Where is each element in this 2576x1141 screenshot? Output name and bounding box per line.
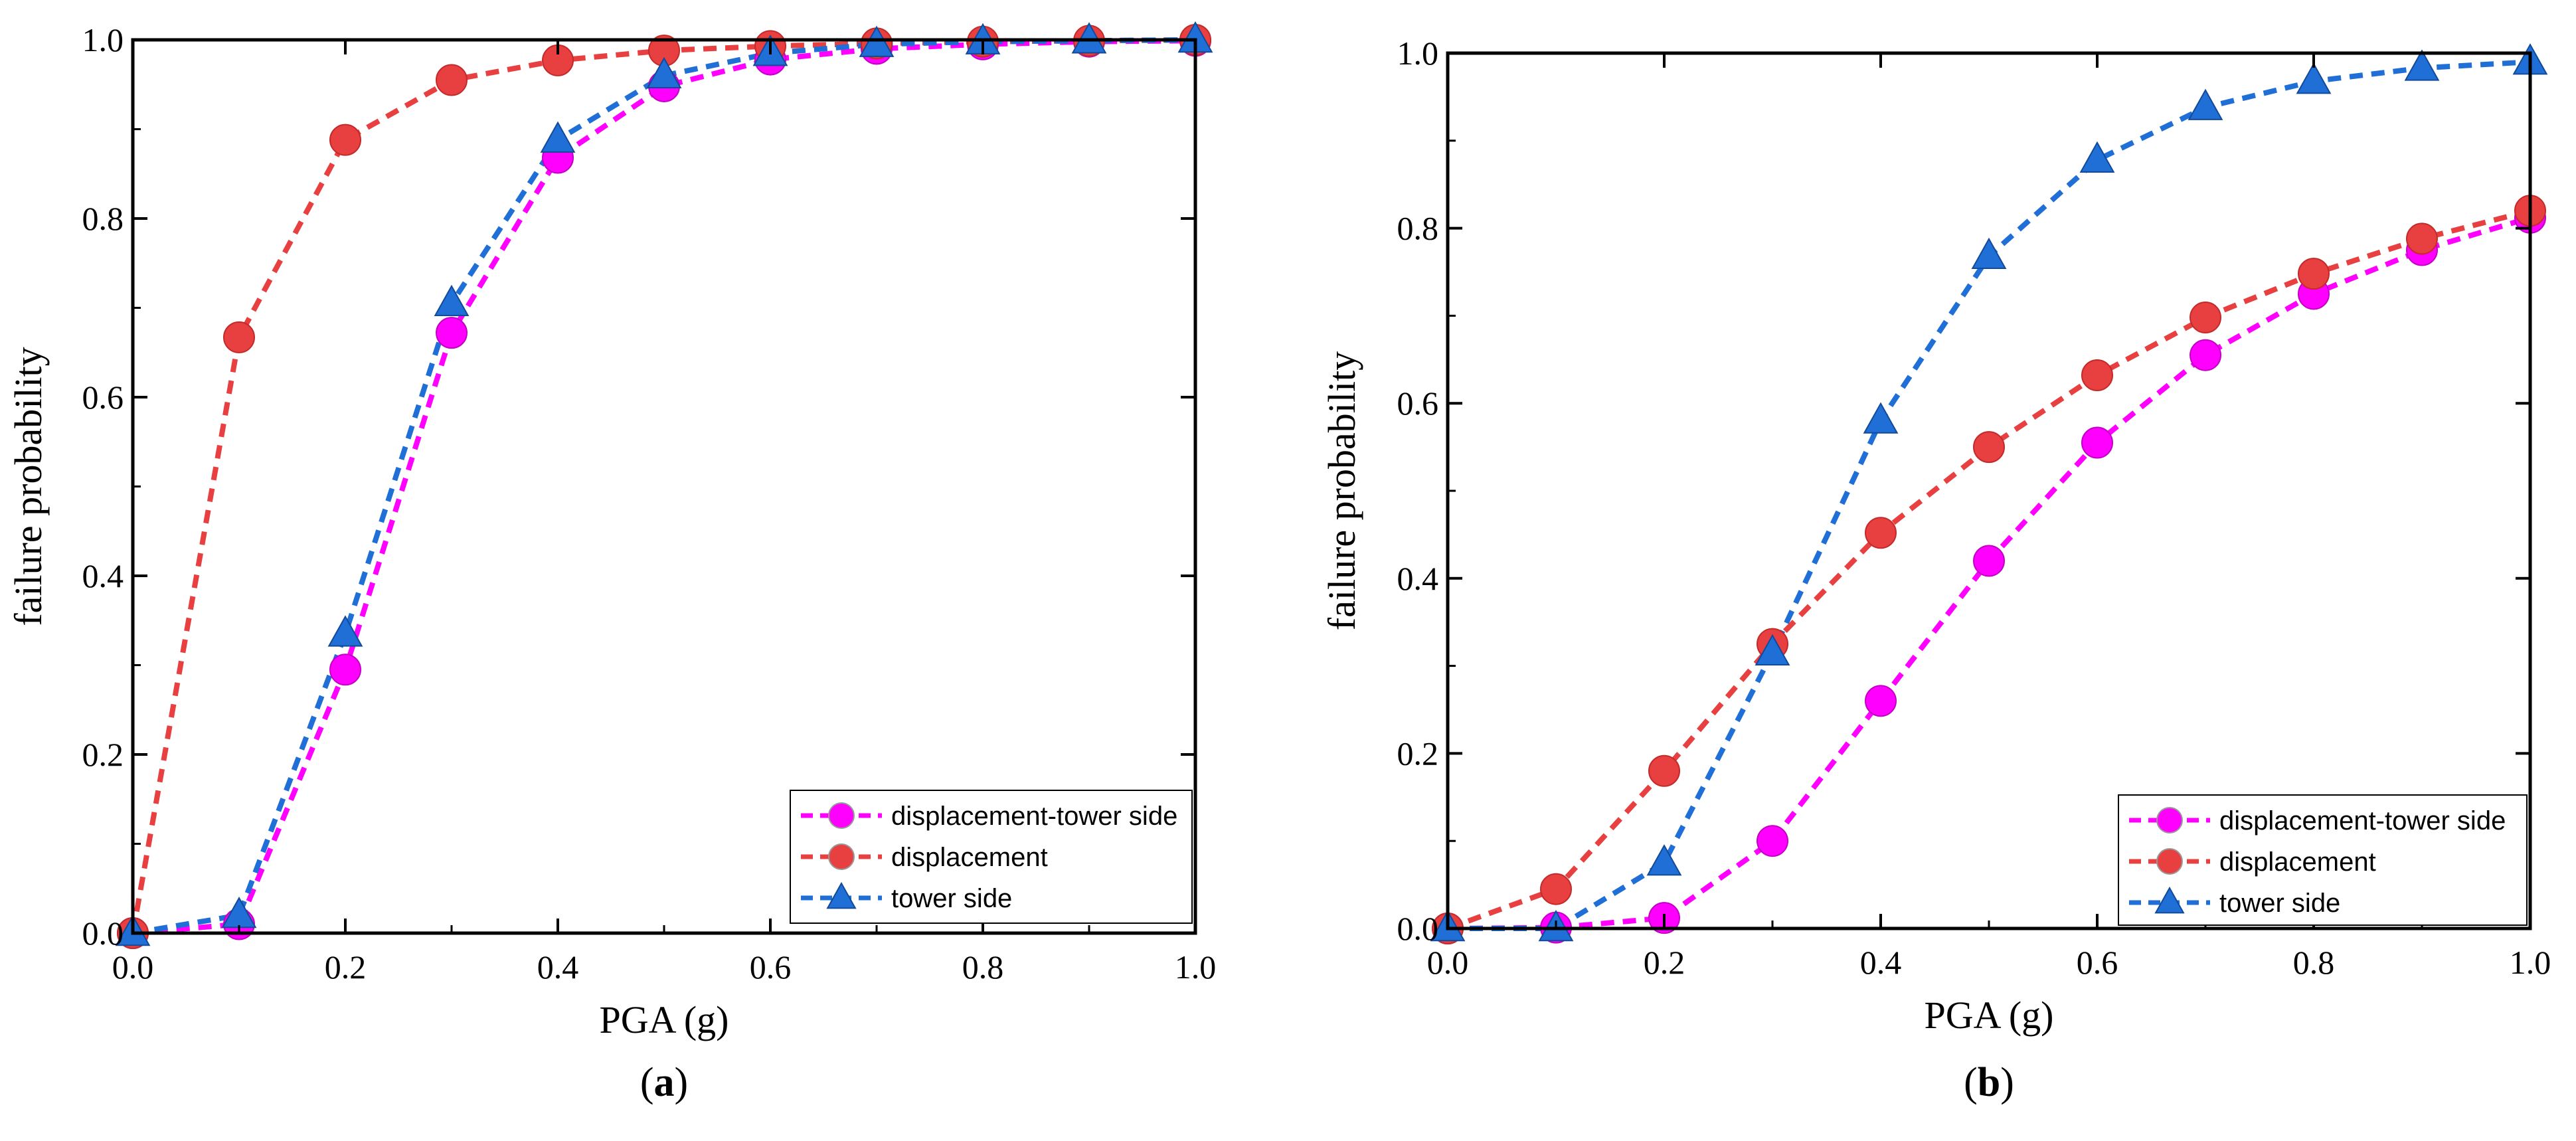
- panel-b: 0.0 0.2 0.4 0.6 0.8 1.0 0.0 0.2 0.4 0.6 0.8 1.0 PGA …: [1320, 35, 2551, 1105]
- data-point-s0-p5: [1973, 545, 2005, 577]
- legend-marker-0: [828, 802, 855, 829]
- panel-label: (a): [640, 1060, 688, 1105]
- data-point-s2-p5: [646, 56, 682, 88]
- y-axis-title: failure probability: [7, 347, 50, 626]
- y-tick-label: 1.0: [82, 21, 124, 58]
- legend-marker-1: [828, 843, 855, 870]
- data-point-s2-p2: [327, 615, 363, 647]
- data-point-s1-p1: [1540, 873, 1572, 905]
- x-tick-label: 0.0: [1427, 944, 1469, 981]
- data-point-s2-p3: [434, 284, 470, 316]
- y-tick-label: 0.2: [1397, 735, 1439, 772]
- data-point-s1-p1: [223, 321, 255, 353]
- y-tick-label: 0.8: [82, 200, 124, 237]
- data-point-s2-p9: [1071, 22, 1107, 54]
- legend-marker-1: [2156, 848, 2183, 875]
- data-point-s2-p8: [2296, 62, 2332, 94]
- panel-a: 0.0 0.2 0.4 0.6 0.8 1.0 0.0 0.2 0.4 0.6 0.8 1.0 PGA …: [7, 21, 1216, 1105]
- legend-label-0: displacement-tower side: [891, 802, 1177, 831]
- x-tick-label: 0.2: [325, 948, 367, 986]
- x-tick-label: 0.4: [537, 948, 579, 986]
- x-tick-label: 1.0: [2510, 944, 2551, 981]
- data-point-s0-p3: [436, 317, 468, 349]
- x-tick-label: 0.4: [1860, 944, 1902, 981]
- data-point-s1-p7: [2190, 302, 2221, 334]
- x-tick-label: 1.0: [1175, 948, 1217, 986]
- y-tick-label: 0.0: [1397, 910, 1439, 947]
- y-tick-label: 0.6: [82, 379, 124, 416]
- data-point-s2-p1: [221, 897, 257, 928]
- data-point-s1-p4: [1865, 517, 1897, 549]
- data-point-s2-p2: [1646, 844, 1682, 876]
- panel-label: (b): [1964, 1060, 2014, 1105]
- data-point-s1-p2: [329, 124, 361, 156]
- data-point-s2-p4: [540, 121, 576, 153]
- data-point-s0-p4: [1865, 685, 1897, 717]
- x-tick-label: 0.8: [2293, 944, 2335, 981]
- y-tick-label: 0.6: [1397, 385, 1439, 422]
- legend: displacement-tower side displacement tower…: [2118, 794, 2528, 926]
- data-point-s1-p6: [2081, 359, 2113, 392]
- x-tick-label: 0.2: [1644, 944, 1685, 981]
- data-point-s1-p3: [436, 64, 468, 96]
- legend-label-0: displacement-tower side: [2219, 806, 2506, 835]
- y-tick-label: 0.0: [82, 915, 124, 952]
- x-axis-title: PGA (g): [1925, 994, 2054, 1037]
- data-point-s2-p7: [859, 25, 895, 57]
- legend-label-1: displacement: [2219, 847, 2376, 877]
- data-point-s1-p9: [2406, 222, 2438, 255]
- legend-label-2: tower side: [2219, 889, 2340, 918]
- legend-marker-2: [2154, 886, 2185, 914]
- data-point-s0-p7: [2190, 339, 2221, 371]
- data-point-s0-p3: [1757, 825, 1788, 857]
- legend-label-2: tower side: [891, 884, 1012, 913]
- y-axis-title: failure probability: [1320, 351, 1363, 630]
- data-point-s0-p2: [329, 654, 361, 686]
- x-tick-label: 0.8: [962, 948, 1004, 986]
- y-tick-label: 0.4: [1397, 560, 1439, 597]
- x-tick-label: 0.0: [112, 948, 154, 986]
- y-tick-label: 0.8: [1397, 210, 1439, 247]
- legend-box: [790, 790, 1193, 924]
- data-point-s2-p4: [1863, 402, 1899, 434]
- y-tick-label: 1.0: [1397, 35, 1439, 72]
- x-axis-title: PGA (g): [600, 998, 729, 1041]
- data-point-s0-p6: [2081, 426, 2113, 459]
- legend-marker-2: [826, 881, 857, 909]
- data-point-s1-p5: [1973, 431, 2005, 464]
- legend-label-1: displacement: [891, 843, 1048, 872]
- data-point-s2-p5: [1971, 237, 2007, 269]
- data-point-s2-p9: [2404, 49, 2440, 81]
- data-point-s1-p2: [1648, 754, 1680, 787]
- legend-box: [2118, 794, 2528, 926]
- x-tick-label: 0.6: [2077, 944, 2118, 981]
- data-point-s1-p8: [2298, 258, 2330, 290]
- legend-marker-0: [2156, 807, 2183, 834]
- y-tick-label: 0.4: [82, 557, 124, 594]
- data-point-s2-p3: [1755, 634, 1790, 666]
- data-point-s2-p7: [2188, 88, 2223, 120]
- y-tick-label: 0.2: [82, 736, 124, 773]
- data-point-s2-p6: [2079, 141, 2115, 173]
- legend: displacement-tower side displacement tower…: [790, 790, 1193, 924]
- x-tick-label: 0.6: [750, 948, 792, 986]
